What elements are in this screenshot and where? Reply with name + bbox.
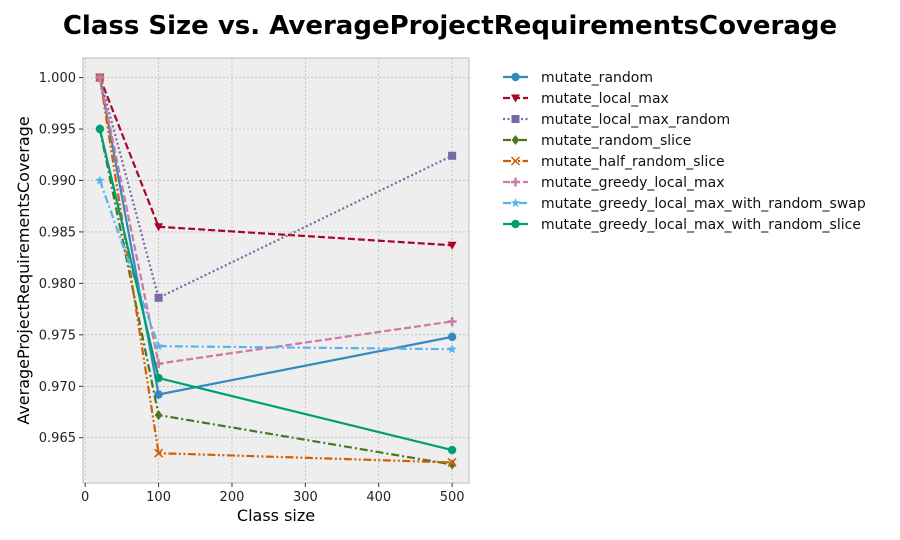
- x-tick-label: 500: [440, 490, 465, 505]
- grid: [83, 58, 469, 483]
- legend-label: mutate_greedy_local_max: [541, 175, 725, 191]
- y-tick-label: 0.975: [39, 328, 76, 343]
- series-mutate_greedy_local_max: [95, 73, 457, 369]
- legend-label: mutate_local_max: [541, 91, 669, 107]
- legend-item: mutate_greedy_local_max: [503, 175, 725, 191]
- y-tick-label: 0.985: [39, 225, 76, 240]
- data-point: [447, 344, 457, 354]
- data-point: [447, 316, 457, 326]
- y-tick-label: 0.995: [39, 123, 76, 138]
- y-tick-label: 0.970: [39, 380, 76, 395]
- x-tick-label: 0: [81, 490, 89, 505]
- legend-item: mutate_local_max_random: [503, 112, 730, 128]
- data-point: [153, 341, 164, 351]
- legend-label: mutate_greedy_local_max_with_random_slic…: [541, 217, 861, 233]
- legend: mutate_random mutate_local_max mutate_loca…: [503, 70, 866, 233]
- series-layer: [95, 73, 457, 470]
- data-point: [95, 124, 105, 134]
- legend-marker: [511, 115, 520, 123]
- y-tick-label: 0.990: [39, 174, 76, 189]
- legend-item: mutate_random_slice: [503, 133, 691, 149]
- plot-area: [83, 58, 469, 483]
- y-tick-label: 1.000: [39, 71, 76, 86]
- legend-label: mutate_random_slice: [541, 133, 691, 149]
- legend-marker: [511, 135, 520, 145]
- legend-item: mutate_greedy_local_max_with_random_swap: [503, 196, 866, 212]
- data-point: [95, 175, 105, 185]
- x-tick-label: 300: [293, 490, 318, 505]
- axis-ticks: 0 100 200 300 400 500 0.965 0.970 0.975 0.980 0.98…: [39, 71, 465, 505]
- data-point: [154, 293, 163, 302]
- legend-item: mutate_random: [503, 70, 653, 86]
- data-point: [154, 223, 164, 232]
- legend-label: mutate_greedy_local_max_with_random_swap: [541, 196, 866, 212]
- data-point: [154, 390, 163, 399]
- x-axis-label: Class size: [237, 506, 315, 525]
- legend-label: mutate_half_random_slice: [541, 154, 725, 170]
- series-mutate_greedy_local_max_with_random_slice: [95, 124, 457, 455]
- legend-item: mutate_greedy_local_max_with_random_slic…: [503, 217, 861, 233]
- x-tick-label: 200: [220, 490, 245, 505]
- data-point: [447, 241, 457, 250]
- legend-label: mutate_random: [541, 70, 653, 86]
- legend-marker: [510, 156, 521, 166]
- legend-item: mutate_half_random_slice: [503, 154, 725, 170]
- data-point: [447, 332, 457, 342]
- series-line: [98, 180, 453, 351]
- legend-item: mutate_local_max: [503, 91, 669, 107]
- series-mutate_greedy_local_max_with_random_swap: [95, 175, 457, 354]
- data-point: [448, 151, 457, 160]
- y-axis-label: AverageProjectRequirementsCoverage: [14, 116, 33, 424]
- y-tick-label: 0.965: [39, 431, 76, 446]
- data-point: [95, 73, 105, 83]
- y-tick-label: 0.980: [39, 277, 76, 292]
- data-point: [447, 445, 457, 455]
- legend-marker: [511, 94, 520, 103]
- data-point: [448, 459, 456, 470]
- data-point: [154, 373, 163, 383]
- legend-marker: [511, 177, 520, 187]
- legend-marker: [511, 72, 520, 82]
- x-tick-label: 400: [366, 490, 391, 505]
- chart-title: Class Size vs. AverageProjectRequirement…: [63, 11, 837, 41]
- data-point: [154, 410, 163, 421]
- plot-frame: [82, 57, 470, 484]
- legend-label: mutate_local_max_random: [541, 112, 730, 128]
- data-point: [447, 457, 457, 467]
- legend-marker: [510, 198, 521, 208]
- x-tick-label: 100: [146, 490, 171, 505]
- legend-marker: [511, 219, 520, 229]
- data-point: [154, 448, 164, 458]
